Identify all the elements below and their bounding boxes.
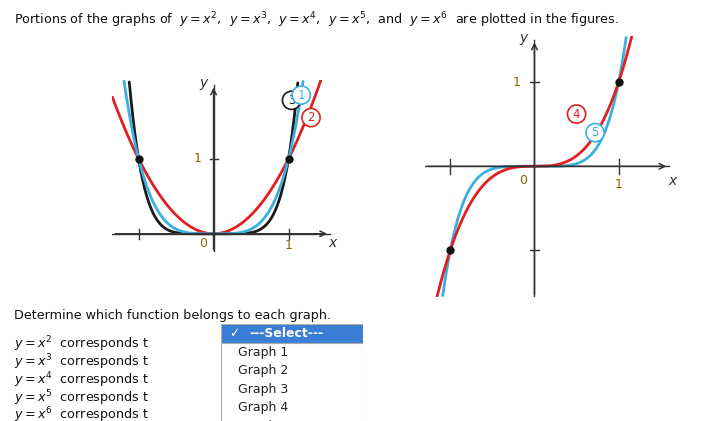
FancyBboxPatch shape — [221, 324, 362, 343]
Text: $y = x^2$  corresponds t: $y = x^2$ corresponds t — [14, 335, 149, 354]
Text: Graph 2: Graph 2 — [238, 365, 289, 377]
Text: Graph 4: Graph 4 — [238, 402, 289, 414]
Text: 1: 1 — [285, 239, 292, 252]
Text: y: y — [519, 32, 527, 45]
FancyBboxPatch shape — [221, 343, 362, 421]
Text: $y = x^5$  corresponds t: $y = x^5$ corresponds t — [14, 388, 149, 408]
Text: 0: 0 — [199, 237, 207, 250]
Text: ✓: ✓ — [230, 327, 240, 340]
Text: Portions of the graphs of  $y = x^2$,  $y = x^3$,  $y = x^4$,  $y = x^5$,  and  : Portions of the graphs of $y = x^2$, $y … — [14, 11, 619, 30]
Text: 1: 1 — [194, 152, 202, 165]
Text: 2: 2 — [307, 111, 315, 124]
Text: ---Select---: ---Select--- — [249, 327, 323, 340]
Text: 5: 5 — [592, 126, 599, 139]
Text: Graph 3: Graph 3 — [238, 383, 289, 396]
Text: $y = x^3$  corresponds t: $y = x^3$ corresponds t — [14, 352, 149, 372]
Text: 3: 3 — [288, 94, 295, 107]
Text: Graph 1: Graph 1 — [238, 346, 289, 359]
Text: $y = x^6$  corresponds t: $y = x^6$ corresponds t — [14, 406, 149, 421]
Text: 0: 0 — [519, 174, 527, 187]
Text: x: x — [328, 236, 336, 250]
Text: Graph 5: Graph 5 — [238, 420, 289, 421]
Text: 1: 1 — [615, 178, 623, 191]
Text: y: y — [199, 76, 208, 90]
Text: 1: 1 — [297, 88, 305, 101]
Text: Determine which function belongs to each graph.: Determine which function belongs to each… — [14, 309, 331, 322]
Text: x: x — [668, 173, 676, 188]
Text: $y = x^4$  corresponds t: $y = x^4$ corresponds t — [14, 370, 149, 390]
Text: 1: 1 — [513, 76, 521, 88]
Text: 4: 4 — [573, 108, 580, 120]
